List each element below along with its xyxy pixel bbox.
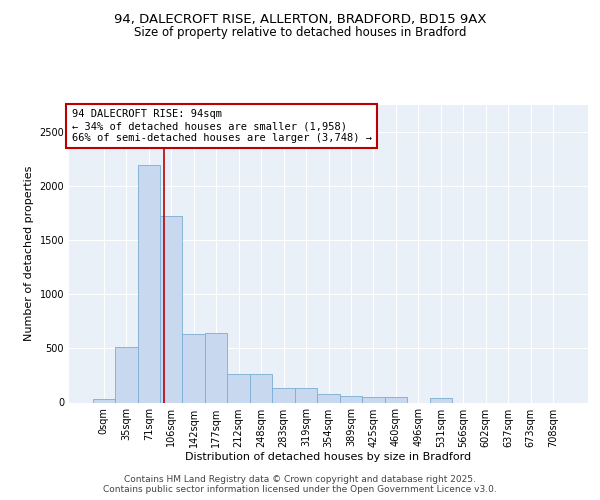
Bar bbox=[205, 334, 227, 402]
Text: Contains HM Land Registry data © Crown copyright and database right 2025.
Contai: Contains HM Land Registry data © Crown c… bbox=[103, 474, 497, 494]
Bar bbox=[92, 400, 115, 402]
Bar bbox=[430, 398, 452, 402]
Bar bbox=[115, 348, 137, 403]
Bar bbox=[160, 216, 182, 402]
Bar bbox=[385, 396, 407, 402]
Bar bbox=[362, 396, 385, 402]
X-axis label: Distribution of detached houses by size in Bradford: Distribution of detached houses by size … bbox=[185, 452, 472, 462]
Bar bbox=[295, 388, 317, 402]
Bar bbox=[250, 374, 272, 402]
Bar bbox=[182, 334, 205, 402]
Text: Size of property relative to detached houses in Bradford: Size of property relative to detached ho… bbox=[134, 26, 466, 39]
Bar bbox=[317, 394, 340, 402]
Y-axis label: Number of detached properties: Number of detached properties bbox=[24, 166, 34, 342]
Bar bbox=[227, 374, 250, 402]
Text: 94, DALECROFT RISE, ALLERTON, BRADFORD, BD15 9AX: 94, DALECROFT RISE, ALLERTON, BRADFORD, … bbox=[114, 12, 486, 26]
Bar bbox=[137, 164, 160, 402]
Text: 94 DALECROFT RISE: 94sqm
← 34% of detached houses are smaller (1,958)
66% of sem: 94 DALECROFT RISE: 94sqm ← 34% of detach… bbox=[71, 110, 371, 142]
Bar bbox=[340, 396, 362, 402]
Bar bbox=[272, 388, 295, 402]
